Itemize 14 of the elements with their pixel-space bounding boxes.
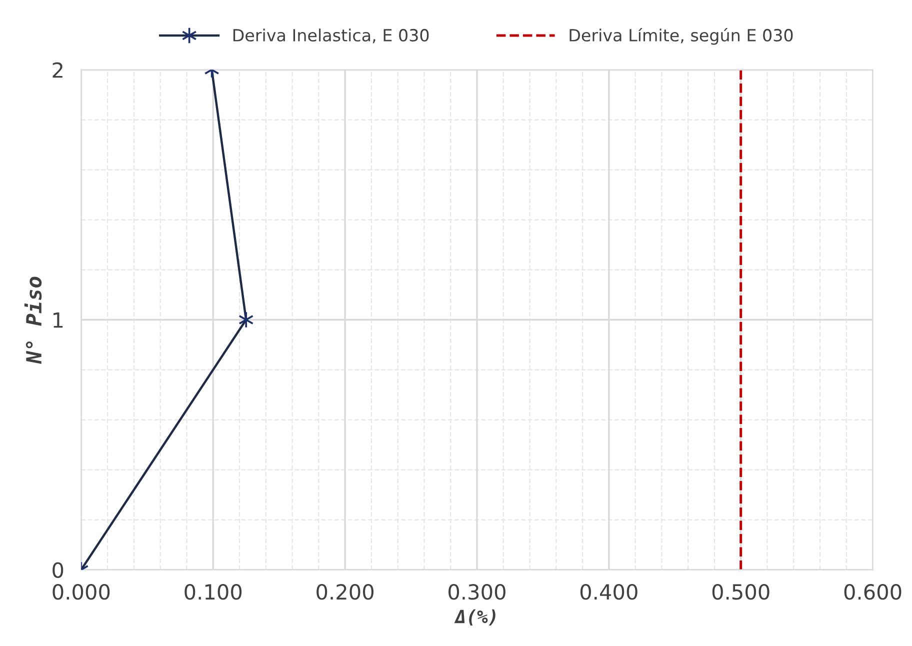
y-tick-label: 0 bbox=[52, 562, 64, 578]
x-tick-label: 0.100 bbox=[184, 584, 242, 600]
x-tick-label: 0.000 bbox=[52, 584, 110, 600]
y-tick-label: 1 bbox=[54, 312, 63, 328]
x-tick-label: 0.600 bbox=[844, 584, 902, 600]
legend-label: Deriva Límite, según E 030 bbox=[570, 28, 793, 45]
y-tick-label: 2 bbox=[52, 62, 62, 78]
x-tick-label: 0.200 bbox=[316, 584, 374, 600]
legend-label: Deriva Inelastica, E 030 bbox=[233, 28, 429, 44]
y-axis-title: N° Piso bbox=[24, 276, 42, 364]
x-tick-label: 0.400 bbox=[580, 584, 638, 600]
x-axis-title: Δ(%) bbox=[454, 609, 496, 626]
x-tick-label: 0.500 bbox=[712, 584, 770, 600]
x-tick-label: 0.300 bbox=[448, 584, 506, 600]
